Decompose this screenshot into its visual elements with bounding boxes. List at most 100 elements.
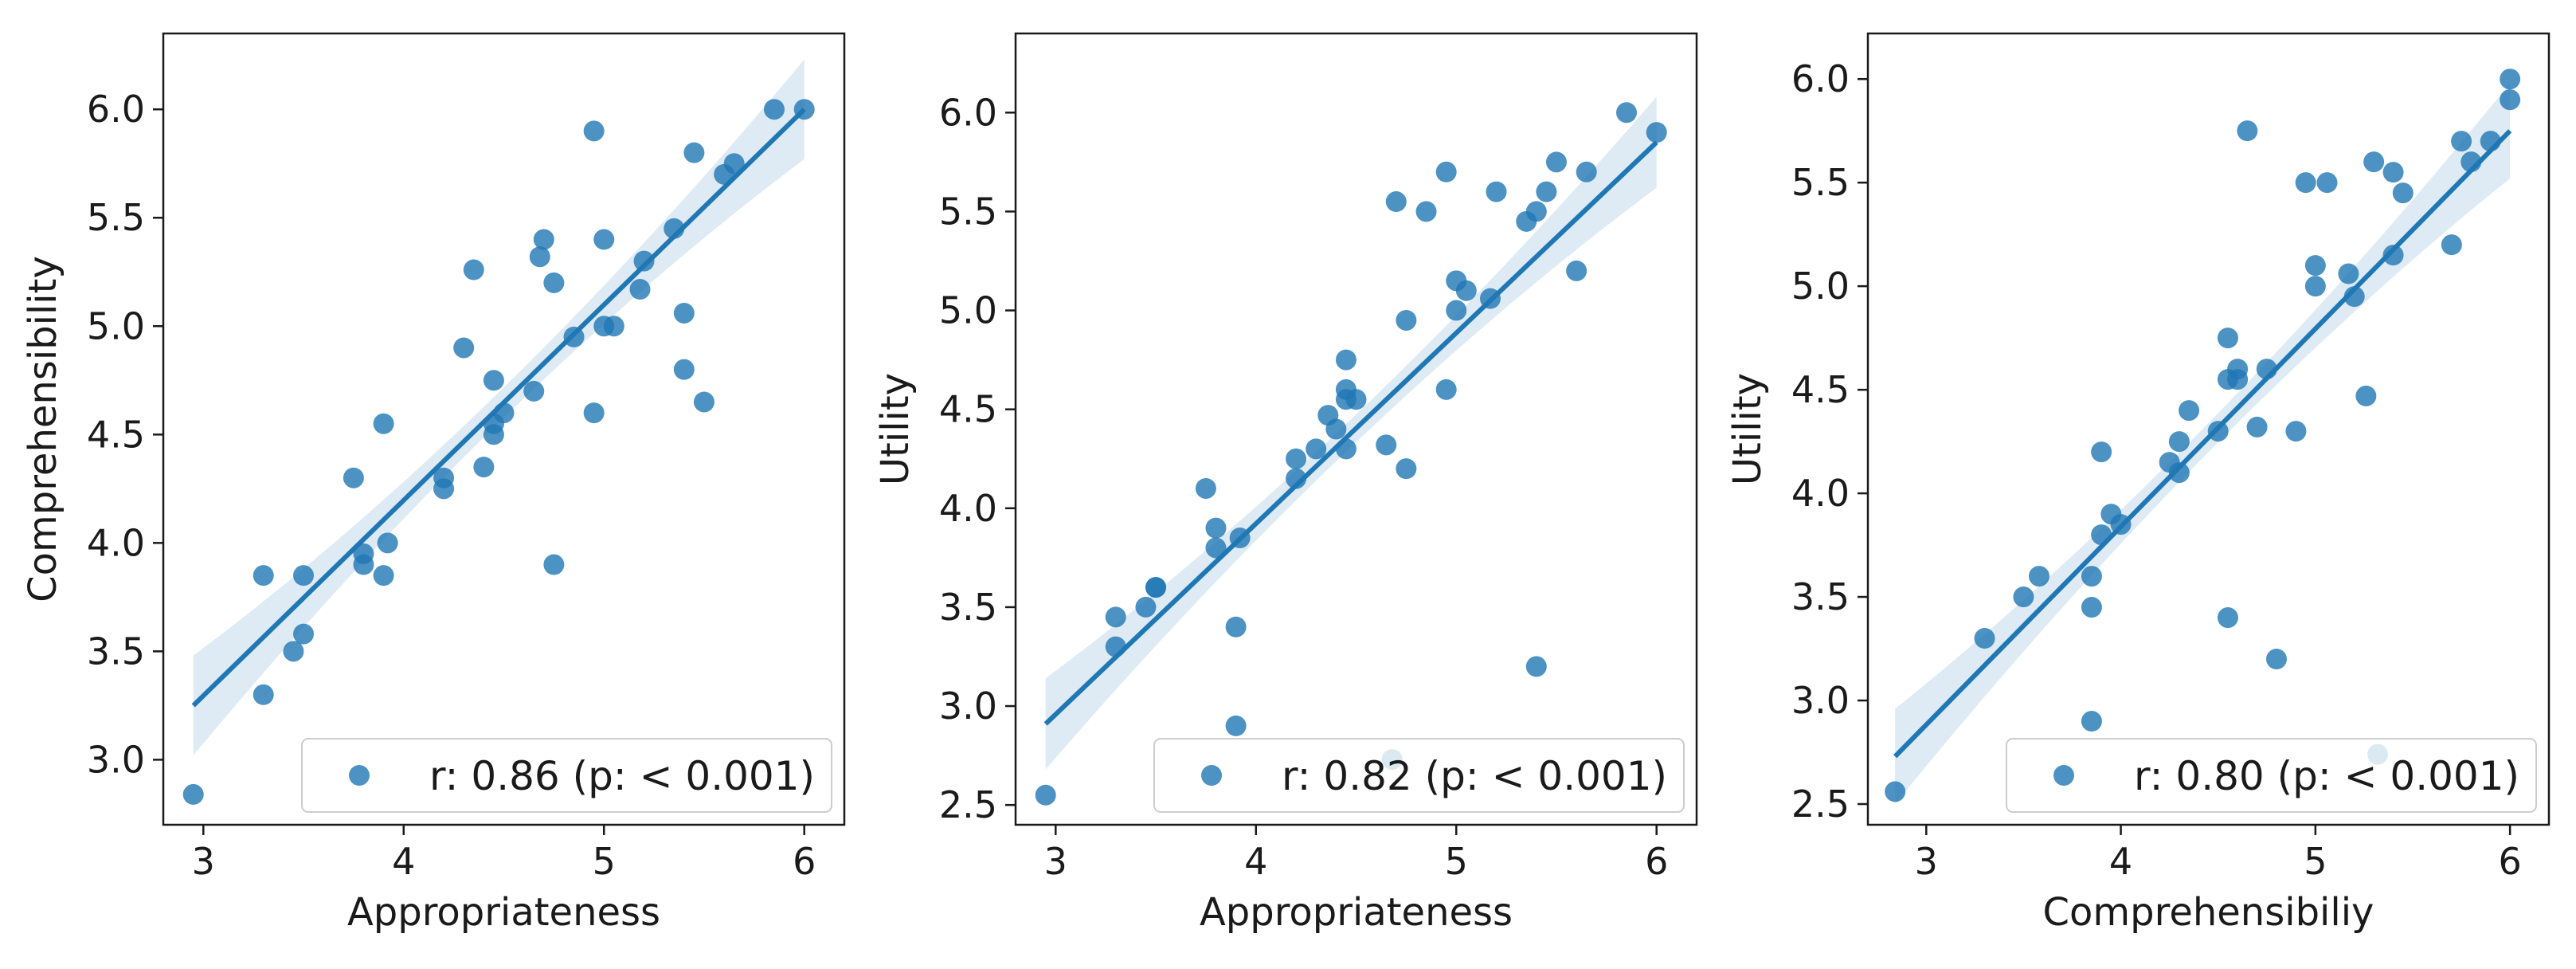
scatter-point [2392, 182, 2414, 204]
scatter-point [673, 359, 695, 380]
scatter-point [1385, 191, 1407, 213]
scatter-point [2110, 514, 2132, 536]
scatter-point [2227, 369, 2249, 390]
scatter-point [1536, 181, 1557, 202]
y-tick-label: 4.0 [1791, 472, 1850, 515]
scatter-point [1105, 606, 1126, 628]
y-tick-label: 4.5 [1791, 368, 1850, 411]
legend: r: 0.80 (p: < 0.001) [2006, 738, 2537, 813]
scatter-point [1229, 528, 1251, 549]
legend-marker [2053, 765, 2074, 786]
scatter-point [1545, 151, 1567, 173]
scatter-point [2355, 385, 2377, 406]
legend-label: r: 0.82 (p: < 0.001) [1282, 753, 1667, 799]
scatter-point [1486, 181, 1507, 202]
scatter-point [253, 565, 274, 586]
scatter-point [633, 250, 655, 272]
scatter-point [763, 99, 785, 120]
scatter-point [293, 623, 315, 645]
scatter-point [2441, 234, 2462, 256]
y-tick-label: 4.5 [87, 413, 145, 456]
scatter-point [1286, 448, 1307, 469]
x-tick-label: 6 [2499, 840, 2522, 883]
scatter-point [1455, 280, 1477, 301]
scatter-point [293, 565, 315, 586]
scatter-point [523, 380, 545, 402]
chart-panel-3: 3 4 5 6 2.5 3.0 3.5 4.0 4.5 5.0 5.5 6.0 Comprehensib… [1725, 32, 2551, 935]
x-tick-label: 5 [2304, 840, 2327, 883]
scatter-point [1646, 122, 1667, 143]
y-tick-label: 5.5 [1791, 161, 1850, 204]
scatter-point [2343, 286, 2365, 308]
scatter-point [2266, 649, 2287, 670]
scatter-point [2081, 566, 2102, 587]
scatter-point [664, 218, 685, 239]
scatter-point [2451, 131, 2472, 152]
scatter-point [2382, 162, 2404, 183]
scatter-point [2091, 524, 2112, 546]
scatter-point [1345, 389, 1367, 410]
scatter-point [543, 272, 565, 293]
scatter-point [2256, 359, 2277, 380]
scatter-point [603, 316, 624, 337]
x-tick-label: 4 [1244, 840, 1267, 883]
scatter-point [483, 424, 504, 445]
scatter-point [2338, 263, 2359, 284]
scatter-point [1225, 616, 1247, 638]
scatter-point [593, 229, 615, 250]
scatter-point [182, 783, 204, 805]
x-axis-label: Appropriateness [347, 890, 660, 935]
legend-box [2006, 738, 2537, 813]
scatter-point [373, 565, 394, 586]
scatter-point [1479, 288, 1501, 309]
scatter-point [1205, 537, 1227, 559]
legend-marker [349, 765, 370, 786]
plot-frame [1014, 32, 1698, 826]
scatter-point [433, 478, 455, 500]
y-axis-label: Comprehensibility [21, 256, 65, 602]
y-tick-label: 2.5 [939, 783, 997, 826]
scatter-point [723, 153, 745, 175]
scatter-point [2028, 566, 2049, 587]
legend-marker [1201, 765, 1222, 786]
scatter-point [533, 229, 554, 250]
scatter-point [2207, 421, 2229, 442]
y-tick-label: 3.5 [1791, 575, 1850, 618]
y-tick-label: 6.0 [939, 91, 997, 134]
scatter-point [1415, 201, 1437, 222]
scatter-point [1576, 161, 1597, 182]
legend-label: r: 0.80 (p: < 0.001) [2134, 753, 2519, 799]
scatter-point [1335, 349, 1357, 371]
scatter-point [2304, 255, 2326, 277]
scatter-point [493, 402, 515, 424]
plot-frame [1866, 32, 2551, 826]
scatter-point [673, 302, 695, 324]
scatter-point [543, 554, 565, 575]
scatter-point [2285, 421, 2307, 442]
y-tick-label: 3.5 [87, 630, 145, 673]
scatter-point [2179, 400, 2200, 422]
scatter-point [2480, 131, 2501, 152]
chart-panel-2: 3 4 5 6 2.5 3.0 3.5 4.0 4.5 5.0 5.5 6.0 Appropriaten… [873, 32, 1698, 935]
scatter-point [2363, 151, 2385, 173]
y-tick-label: 4.0 [87, 521, 145, 564]
legend-box [301, 738, 832, 813]
scatter-point [683, 142, 705, 163]
y-tick-label: 4.0 [939, 487, 997, 530]
scatter-point [1286, 468, 1307, 489]
scatter-point [353, 554, 374, 575]
scatter-point [1335, 438, 1357, 460]
y-tick-label: 5.5 [939, 190, 997, 233]
scatter-point [1974, 628, 1995, 649]
scatter-point [2013, 586, 2034, 608]
x-axis-label: Comprehensibiliy [2043, 890, 2374, 935]
scatter-point [1145, 577, 1167, 598]
scatter-point [343, 467, 364, 488]
scatter-point [2316, 172, 2338, 194]
scatter-point [1615, 102, 1637, 124]
y-tick-label: 6.0 [87, 88, 145, 131]
scatter-point [2304, 276, 2326, 297]
legend: r: 0.82 (p: < 0.001) [1153, 738, 1685, 813]
y-tick-label: 5.5 [87, 196, 145, 239]
